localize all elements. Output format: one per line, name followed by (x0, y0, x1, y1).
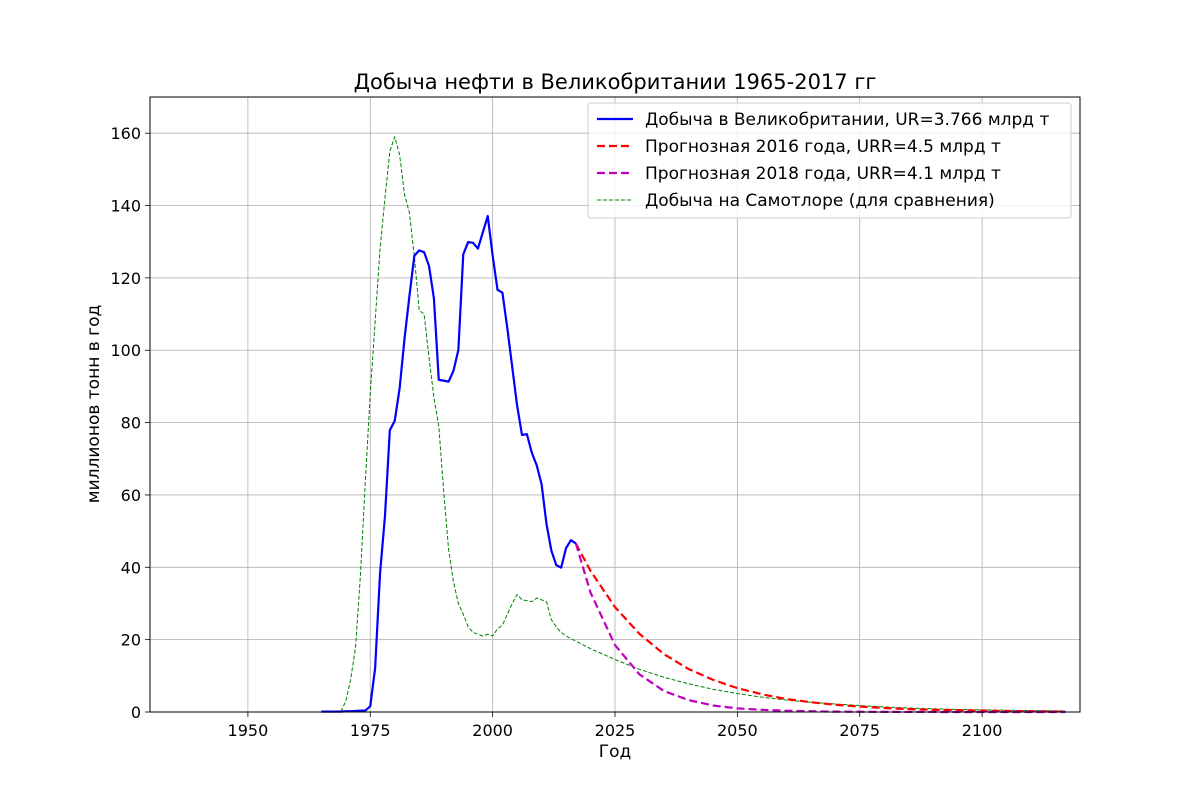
chart-title: Добыча нефти в Великобритании 1965-2017 … (354, 70, 877, 94)
y-axis-label: миллионов тонн в год (84, 305, 104, 503)
x-tick-label: 2075 (839, 721, 880, 740)
y-tick-label: 60 (121, 486, 141, 505)
y-tick-label: 40 (121, 558, 141, 577)
x-tick-label: 2050 (717, 721, 758, 740)
y-tick-label: 0 (131, 703, 141, 722)
legend-label-2: Прогнозная 2016 года, URR=4.5 млрд т (645, 137, 1001, 157)
y-tick-label: 160 (110, 124, 141, 143)
x-tick-label: 2025 (595, 721, 636, 740)
ticks: 1950 1975 2000 2025 2050 2075 2100 0 20 40 60 80 100… (110, 124, 1002, 740)
x-tick-label: 1975 (350, 721, 391, 740)
x-axis-label: Год (599, 742, 632, 762)
series-line-3 (574, 543, 1066, 714)
legend-label-3: Прогнозная 2018 года, URR=4.1 млрд т (645, 164, 1001, 184)
legend: Добыча в Великобритании, UR=3.766 млрд т… (587, 102, 1072, 219)
series-line-1 (321, 214, 577, 713)
legend-label-1: Добыча в Великобритании, UR=3.766 млрд т (645, 110, 1049, 130)
x-tick-label: 2000 (472, 721, 513, 740)
y-tick-label: 80 (121, 414, 141, 433)
legend-label-4: Добыча на Самотлоре (для сравнения) (645, 191, 995, 211)
legend-box (587, 102, 1072, 219)
series-lines (321, 136, 1066, 714)
x-tick-label: 2100 (962, 721, 1003, 740)
y-tick-label: 140 (110, 197, 141, 216)
series-line-2 (574, 542, 1066, 713)
y-tick-label: 100 (110, 341, 141, 360)
x-tick-label: 1950 (228, 721, 269, 740)
y-tick-label: 20 (121, 631, 141, 650)
y-tick-label: 120 (110, 269, 141, 288)
series-line-4 (340, 136, 1066, 712)
